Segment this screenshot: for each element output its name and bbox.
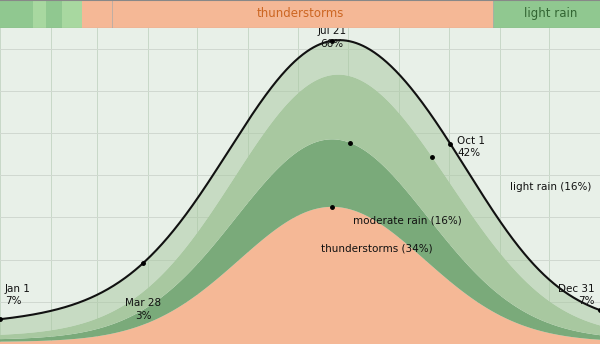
Text: light rain: light rain — [524, 7, 577, 20]
Text: thunderstorms: thunderstorms — [257, 7, 344, 20]
Text: Mar 28
3%: Mar 28 3% — [125, 298, 161, 321]
Text: light rain (16%): light rain (16%) — [509, 182, 591, 192]
Text: Jul 21
66%: Jul 21 66% — [317, 26, 347, 49]
Text: thunderstorms (34%): thunderstorms (34%) — [320, 243, 432, 253]
Text: moderate rain (16%): moderate rain (16%) — [353, 216, 462, 226]
Text: Dec 31
7%: Dec 31 7% — [559, 283, 595, 306]
Text: Oct 1
42%: Oct 1 42% — [457, 136, 485, 158]
Text: Jan 1
7%: Jan 1 7% — [5, 283, 31, 306]
